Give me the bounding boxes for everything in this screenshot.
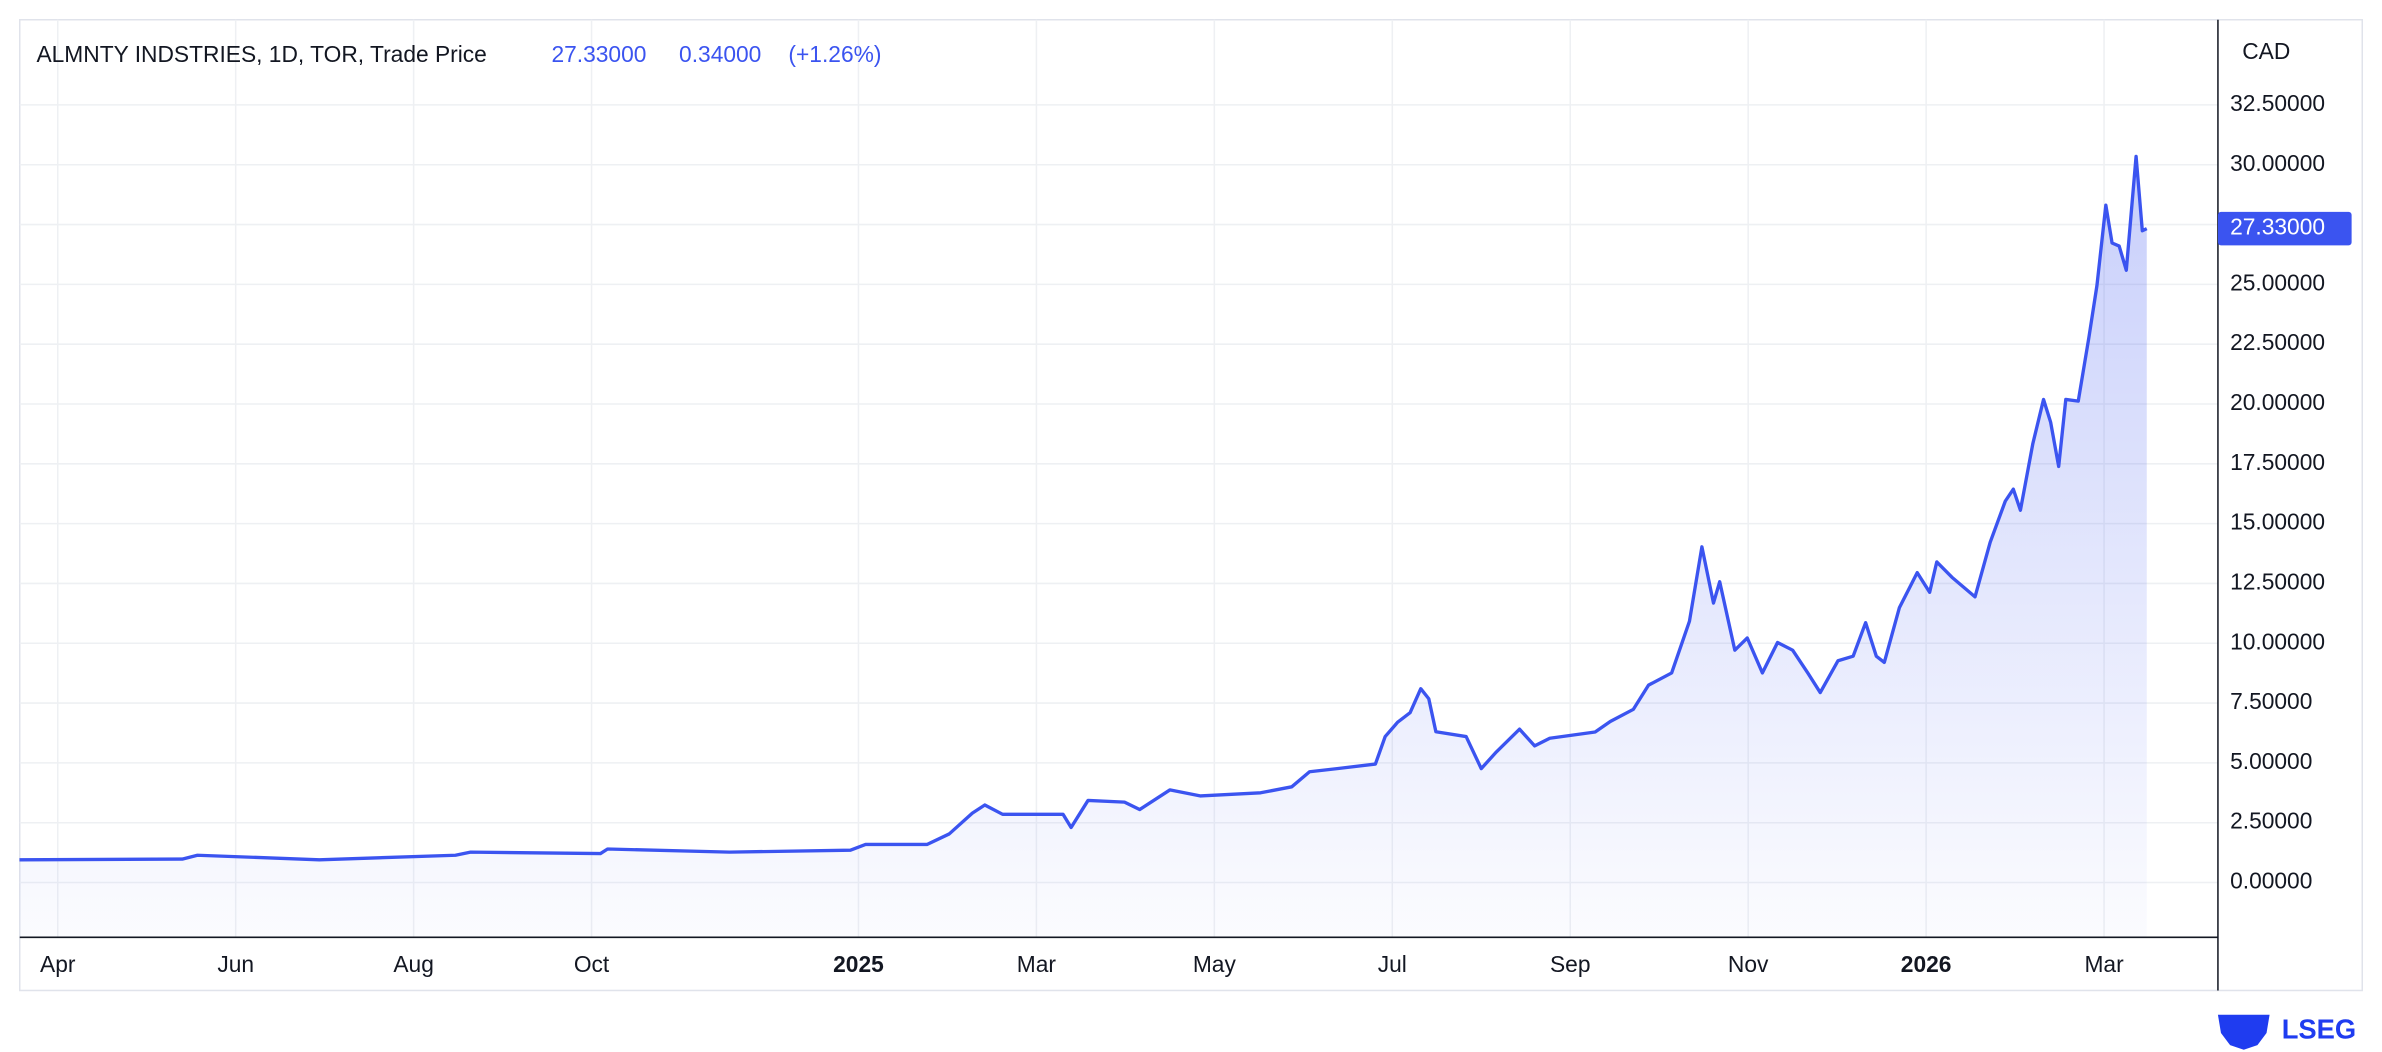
header-price: 27.33000 (551, 41, 646, 67)
y-tick-label: 10.00000 (2230, 628, 2325, 654)
y-tick-label: 0.00000 (2230, 868, 2312, 894)
x-tick-label: 2026 (1901, 951, 1952, 977)
y-tick-label: 32.50000 (2230, 90, 2325, 116)
x-tick-label: Jul (1378, 951, 1407, 977)
y-tick-label: 15.00000 (2230, 509, 2325, 535)
area (19, 156, 2147, 938)
logo-icon (2217, 1014, 2270, 1050)
last-price-label: 27.33000 (2230, 214, 2325, 240)
x-tick-label: Sep (1550, 951, 1591, 977)
logo-text: LSEG (2282, 1014, 2356, 1045)
plot (19, 154, 2148, 938)
chart-title: ALMNTY INDSTRIES, 1D, TOR, Trade Price (36, 41, 486, 67)
y-tick-label: 22.50000 (2230, 329, 2325, 355)
y-tick-label: 7.50000 (2230, 688, 2312, 714)
header-change: 0.34000 (679, 41, 761, 67)
y-tick-label: 17.50000 (2230, 449, 2325, 475)
x-tick-label: Jun (217, 951, 254, 977)
y-tick-label: 30.00000 (2230, 150, 2325, 176)
x-tick-label: Oct (574, 951, 610, 977)
x-tick-label: Mar (1017, 951, 1057, 977)
x-tick-label: Mar (2084, 951, 2124, 977)
currency-label: CAD (2242, 38, 2290, 64)
last-price-tag (2217, 211, 2352, 246)
logo: LSEG (2217, 1014, 2356, 1050)
price-line (19, 154, 2148, 862)
x-tick-label: Nov (1728, 951, 1769, 977)
x-tick-label: Apr (40, 951, 76, 977)
x-tick-label: 2025 (833, 951, 884, 977)
header-change-pct: (+1.26%) (788, 41, 881, 67)
y-tick-label: 5.00000 (2230, 748, 2312, 774)
x-tick-label: May (1193, 951, 1237, 977)
y-tick-label: 12.50000 (2230, 568, 2325, 594)
x-tick-label: Aug (393, 951, 434, 977)
y-tick-label: 2.50000 (2230, 808, 2312, 834)
y-tick-label: 20.00000 (2230, 389, 2325, 415)
y-tick-label: 25.00000 (2230, 269, 2325, 295)
